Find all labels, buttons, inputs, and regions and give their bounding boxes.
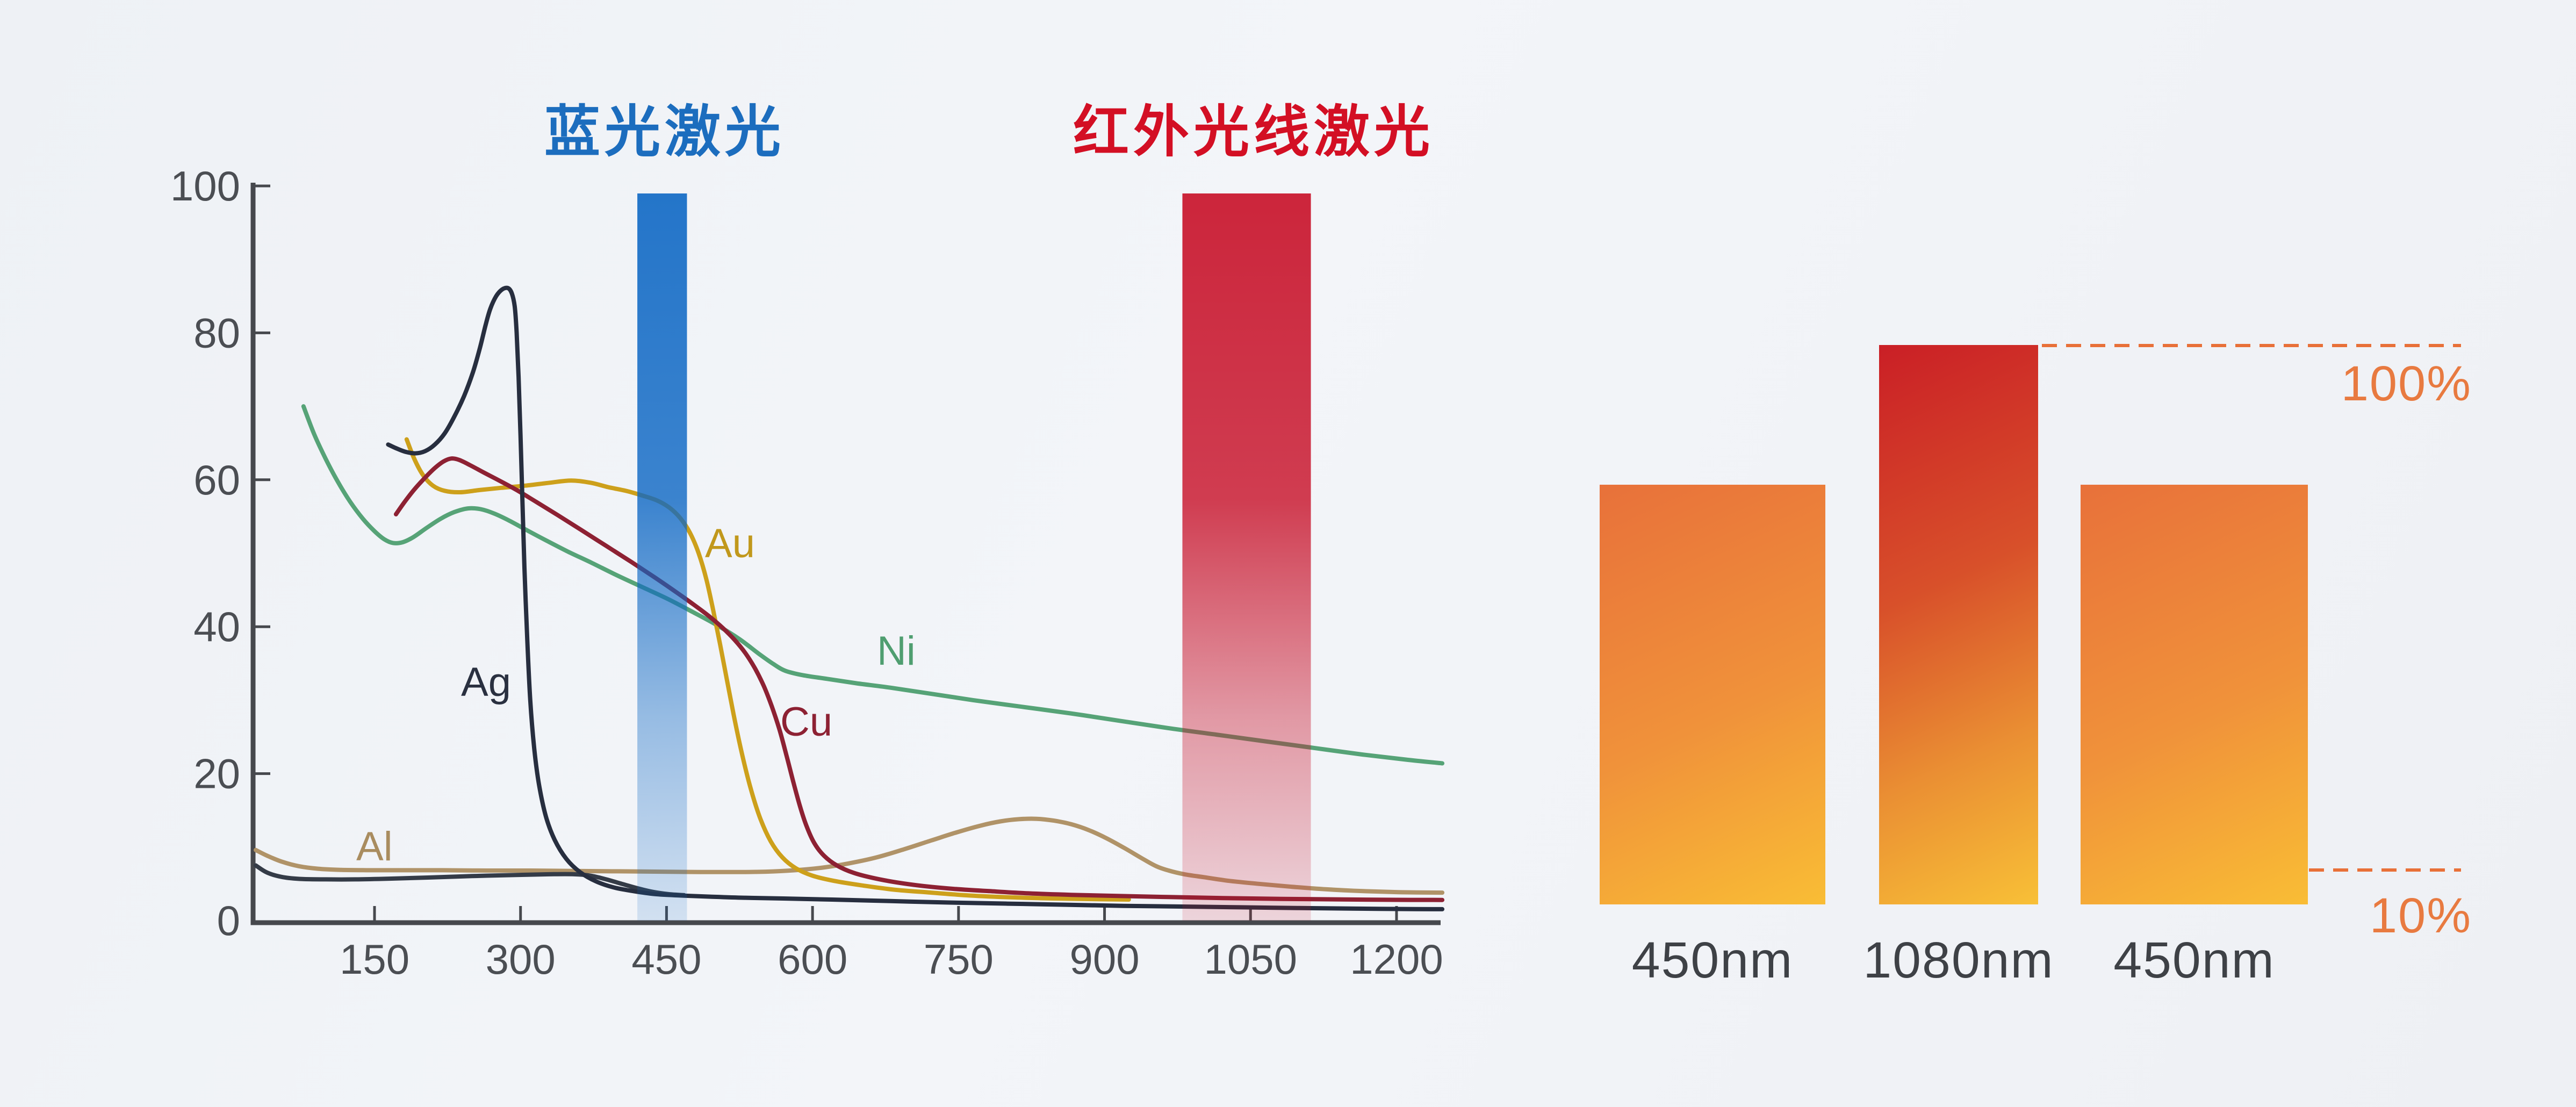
blue-laser-band [637, 193, 687, 921]
bar-450nm [1600, 485, 1825, 904]
bar-450nm [2081, 485, 2308, 904]
curve-label-Ni: Ni [877, 628, 916, 674]
y-tick-label-60: 60 [193, 456, 240, 504]
x-tick-label-1200: 1200 [1350, 936, 1443, 983]
tick-labels: 150 300 450 600 750 900 1050 1200 0 20 40 60 80 100 [170, 162, 1443, 983]
y-tick-label-20: 20 [193, 750, 240, 797]
x-tick-label-300: 300 [486, 936, 556, 983]
curve-Ag [386, 285, 1445, 911]
curve-label-Au: Au [705, 521, 755, 566]
y-tick-label-80: 80 [193, 309, 240, 356]
x-tick-label-1050: 1050 [1204, 936, 1298, 983]
infrared-laser-band [1182, 193, 1311, 921]
infrared-laser-title: 红外光线激光 [1073, 101, 1435, 163]
curve-label-Ag: Ag [461, 659, 511, 705]
curve-Cu [393, 456, 1445, 902]
bar-label-450nm: 450nm [2113, 932, 2275, 989]
curve-Au [404, 437, 1131, 902]
x-tick-label-900: 900 [1069, 936, 1139, 983]
ref-label-100%: 100% [2341, 356, 2472, 411]
x-tick-label-600: 600 [778, 936, 847, 983]
blue-laser-title: 蓝光激光 [544, 101, 786, 163]
x-tick-label-150: 150 [340, 936, 409, 983]
ref-label-10%: 10% [2369, 888, 2472, 943]
ref-line-100% [2042, 344, 2461, 347]
y-tick-label-100: 100 [170, 162, 240, 210]
bar-label-1080nm: 1080nm [1863, 932, 2054, 989]
y-tick-label-0: 0 [217, 897, 240, 944]
bar-1080nm [1879, 345, 2038, 904]
curve-label-Cu: Cu [780, 699, 832, 745]
curve-unlabeled [254, 863, 686, 897]
curve-label-Al: Al [356, 824, 393, 869]
axes [250, 183, 1441, 925]
y-tick-label-40: 40 [193, 603, 240, 650]
bar-label-450nm: 450nm [1631, 932, 1794, 989]
x-tick-label-450: 450 [631, 936, 701, 983]
ref-line-10% [2309, 868, 2461, 872]
x-tick-label-750: 750 [924, 936, 994, 983]
